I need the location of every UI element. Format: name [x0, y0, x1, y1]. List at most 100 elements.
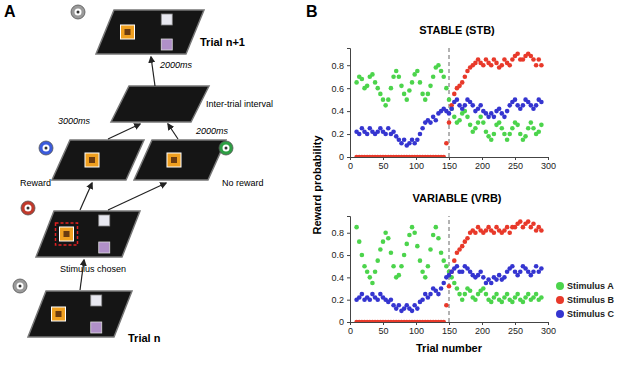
point [428, 84, 433, 89]
fixation-ring [25, 205, 32, 212]
point [428, 120, 433, 125]
point [463, 74, 468, 79]
stimulus [85, 153, 99, 167]
point [441, 74, 446, 79]
point [534, 63, 539, 68]
point [449, 107, 454, 112]
point [447, 97, 452, 102]
x-tick: 300 [541, 157, 556, 171]
point [531, 126, 536, 131]
fixation-dot [225, 147, 228, 150]
y-tick-label: 0.2 [331, 129, 344, 139]
point [444, 264, 449, 269]
x-tick-mark [416, 322, 417, 325]
point [468, 123, 473, 128]
point [505, 137, 510, 142]
screen-frame [36, 211, 140, 257]
point [391, 74, 396, 79]
x-tick-mark [449, 157, 450, 160]
point [473, 126, 478, 131]
series [354, 219, 543, 322]
point [386, 97, 391, 102]
screen-frame [52, 140, 144, 180]
point [452, 281, 457, 286]
point [515, 51, 520, 56]
y-tick: 0.4 [331, 106, 350, 116]
point [505, 225, 510, 230]
point [481, 120, 486, 125]
panel-label: A [4, 3, 16, 20]
point [455, 97, 460, 102]
fixation-ring [75, 9, 82, 16]
point [500, 63, 505, 68]
point [513, 97, 518, 102]
point [362, 264, 367, 269]
point [521, 300, 526, 305]
point [489, 63, 494, 68]
point [420, 269, 425, 274]
y-tick-label: 0.4 [331, 106, 344, 116]
y-tick-mark [347, 277, 350, 278]
point [420, 126, 425, 131]
y-tick: 0.6 [331, 84, 350, 94]
point [478, 269, 483, 274]
point [452, 92, 457, 97]
x-axis: 050100150200250300 [348, 157, 556, 171]
point [463, 103, 468, 108]
point [489, 137, 494, 142]
point [444, 86, 449, 91]
point [502, 275, 507, 280]
arrow [80, 260, 84, 290]
x-tick: 300 [541, 322, 556, 336]
point [502, 132, 507, 137]
point [526, 126, 531, 131]
point [439, 251, 444, 256]
arrow [151, 57, 155, 86]
point [505, 292, 510, 297]
y-tick-mark [347, 111, 350, 112]
x-tick-label: 50 [378, 161, 388, 171]
y-tick: 0.2 [331, 295, 350, 305]
point [515, 123, 520, 128]
series [354, 63, 543, 142]
fixation-dot [19, 285, 22, 288]
legend-label: Stimulus C [567, 309, 615, 319]
point [481, 286, 486, 291]
point [529, 120, 534, 125]
point [354, 225, 359, 230]
timing-label: 3000ms [58, 116, 91, 126]
y-tick-label: 0.4 [331, 273, 344, 283]
point [368, 297, 373, 302]
point [510, 126, 515, 131]
y-tick-mark [347, 157, 350, 158]
point [465, 115, 470, 120]
point [515, 292, 520, 297]
x-tick: 250 [508, 157, 523, 171]
chart-title: STABLE (STB) [419, 24, 495, 36]
x-tick-label: 250 [508, 161, 523, 171]
legend-swatch [556, 282, 564, 290]
fixation-outer [71, 5, 85, 19]
series [354, 225, 543, 304]
point [434, 225, 439, 230]
fixation-ring [43, 145, 50, 152]
stimulus [60, 227, 74, 241]
x-tick: 50 [378, 157, 388, 171]
point [539, 63, 544, 68]
y-tick: 0.4 [331, 273, 350, 283]
point [426, 264, 431, 269]
point [397, 273, 402, 278]
screen-label: Trial n+1 [200, 36, 245, 48]
point [360, 292, 365, 297]
point [470, 103, 475, 108]
task-diagram: Trial n+12000msInter-trial intervalRewar… [13, 5, 273, 344]
point [478, 115, 483, 120]
point [418, 132, 423, 137]
x-tick-mark [482, 322, 483, 325]
point [402, 253, 407, 258]
point [378, 247, 383, 252]
point [447, 111, 452, 116]
point [531, 269, 536, 274]
reversal-line [449, 216, 450, 322]
point [420, 92, 425, 97]
